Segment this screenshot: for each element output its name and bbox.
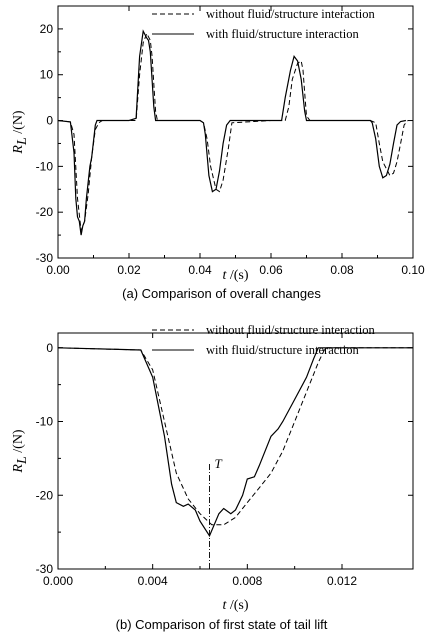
plot-frame	[57, 332, 414, 570]
x-tick-label: 0.004	[138, 574, 168, 588]
x-axis-symbol: t	[222, 598, 227, 613]
x-tick-label: 0.008	[232, 574, 262, 588]
x-tick-label: 0.00	[46, 263, 70, 277]
x-tick-label: 0.04	[188, 263, 212, 277]
y-tick-label: -30	[36, 251, 54, 265]
x-axis-label: t /(s)	[222, 598, 248, 613]
y-axis-subscript: L	[15, 137, 30, 146]
x-axis-label: t /(s)	[222, 268, 248, 283]
series-line-with-fsi	[57, 29, 407, 236]
y-axis-symbol: R	[11, 464, 26, 474]
x-tick-label: 0.10	[401, 263, 425, 277]
y-tick-label: -10	[36, 415, 54, 429]
x-tick-label: 0.08	[330, 263, 354, 277]
y-axis-subscript: L	[15, 456, 30, 465]
series-line-without-fsi	[57, 32, 409, 231]
chart-b: -30 -20 -10 0 0.000 0.004 0.008 0.012 without fl…	[11, 323, 414, 632]
series-line-with-fsi	[57, 347, 413, 538]
legend-label: without fluid/structure interaction	[206, 7, 375, 21]
chart-caption: (a) Comparison of overall changes	[122, 286, 321, 301]
y-tick-label: -30	[36, 562, 54, 576]
legend-label: with fluid/structure interaction	[206, 27, 359, 41]
plot-frame	[57, 5, 414, 259]
chart-a: -30 -20 -10 0 10 20 0.00 0.02 0.04 0.06 0.08 0.10 wi…	[11, 5, 425, 301]
series-line-without-fsi	[57, 347, 413, 526]
y-axis-symbol: R	[11, 145, 26, 155]
y-axis-unit: /(N)	[11, 429, 26, 456]
y-tick-label: -20	[36, 488, 54, 502]
y-tick-label: 0	[46, 341, 53, 355]
x-axis-unit: /(s)	[226, 268, 249, 283]
y-tick-label: -10	[36, 159, 54, 173]
x-tick-label: 0.000	[43, 574, 73, 588]
y-tick-label: -20	[36, 205, 54, 219]
x-tick-label: 0.012	[327, 574, 357, 588]
y-tick-label: 10	[40, 68, 54, 82]
chart-caption: (b) Comparison of first state of tail li…	[116, 617, 328, 632]
x-axis-symbol: t	[222, 268, 227, 283]
y-axis-unit: /(N)	[11, 110, 26, 137]
y-axis-label: RL /(N)	[11, 110, 30, 155]
legend-label: without fluid/structure interaction	[206, 323, 375, 337]
y-tick-label: 0	[46, 114, 53, 128]
x-axis-unit: /(s)	[226, 598, 249, 613]
marker-label-T: T	[214, 456, 222, 471]
y-axis-label: RL /(N)	[11, 429, 30, 474]
legend-label: with fluid/structure interaction	[206, 343, 359, 357]
x-tick-label: 0.06	[259, 263, 283, 277]
y-tick-label: 20	[40, 22, 54, 36]
x-tick-label: 0.02	[117, 263, 141, 277]
